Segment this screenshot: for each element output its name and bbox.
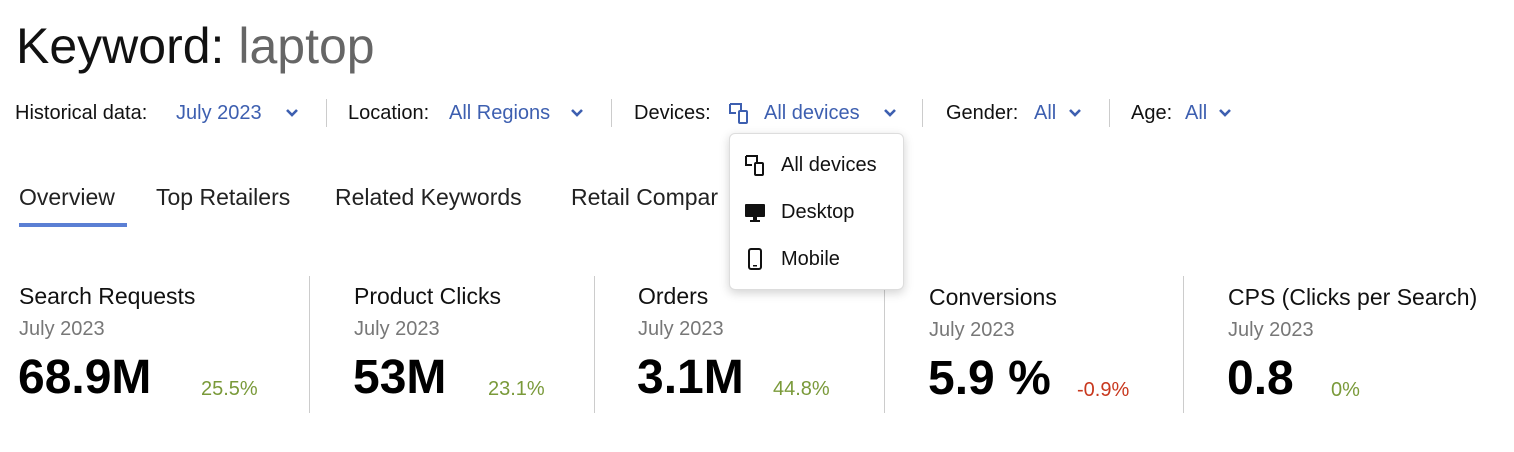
- menu-item-mobile[interactable]: Mobile: [730, 239, 903, 279]
- divider: [884, 276, 885, 413]
- divider: [1109, 99, 1110, 127]
- divider: [922, 99, 923, 127]
- divider: [611, 99, 612, 127]
- filter-devices-label: Devices:: [634, 102, 711, 124]
- menu-item-desktop[interactable]: Desktop: [730, 192, 903, 232]
- devices-icon: [745, 155, 764, 176]
- filter-age-label: Age:: [1131, 102, 1173, 124]
- filter-historical-label: Historical data:: [15, 102, 148, 124]
- tab-overview[interactable]: Overview: [19, 184, 115, 210]
- chevron-down-icon[interactable]: [1219, 107, 1231, 119]
- filter-devices-dropdown[interactable]: All devices: [764, 102, 860, 124]
- devices-icon[interactable]: [728, 102, 750, 124]
- active-tab-indicator: [19, 223, 127, 227]
- filter-gender-label: Gender:: [946, 102, 1019, 124]
- devices-dropdown-menu: All devices Desktop Mobile: [729, 133, 904, 290]
- divider: [1183, 276, 1184, 413]
- tab-retail-comparison[interactable]: Retail Compar: [571, 184, 718, 210]
- desktop-icon: [745, 204, 765, 222]
- mobile-icon: [748, 248, 762, 270]
- filter-age-dropdown[interactable]: All: [1185, 102, 1208, 124]
- filter-location-label: Location:: [348, 102, 430, 124]
- filter-location-dropdown[interactable]: All Regions: [449, 102, 551, 124]
- filter-gender-dropdown[interactable]: All: [1034, 102, 1057, 124]
- chevron-down-icon[interactable]: [884, 107, 896, 119]
- chevron-down-icon[interactable]: [286, 107, 298, 119]
- divider: [309, 276, 310, 413]
- filter-historical-dropdown[interactable]: July 2023: [176, 102, 262, 124]
- tab-top-retailers[interactable]: Top Retailers: [156, 184, 291, 210]
- divider: [326, 99, 327, 127]
- page-title: Keyword: laptop: [16, 18, 375, 74]
- chevron-down-icon[interactable]: [571, 107, 583, 119]
- tab-related-keywords[interactable]: Related Keywords: [335, 184, 522, 210]
- keyword: laptop: [238, 18, 375, 74]
- menu-item-all-devices[interactable]: All devices: [730, 145, 903, 185]
- chevron-down-icon[interactable]: [1069, 107, 1081, 119]
- divider: [594, 276, 595, 413]
